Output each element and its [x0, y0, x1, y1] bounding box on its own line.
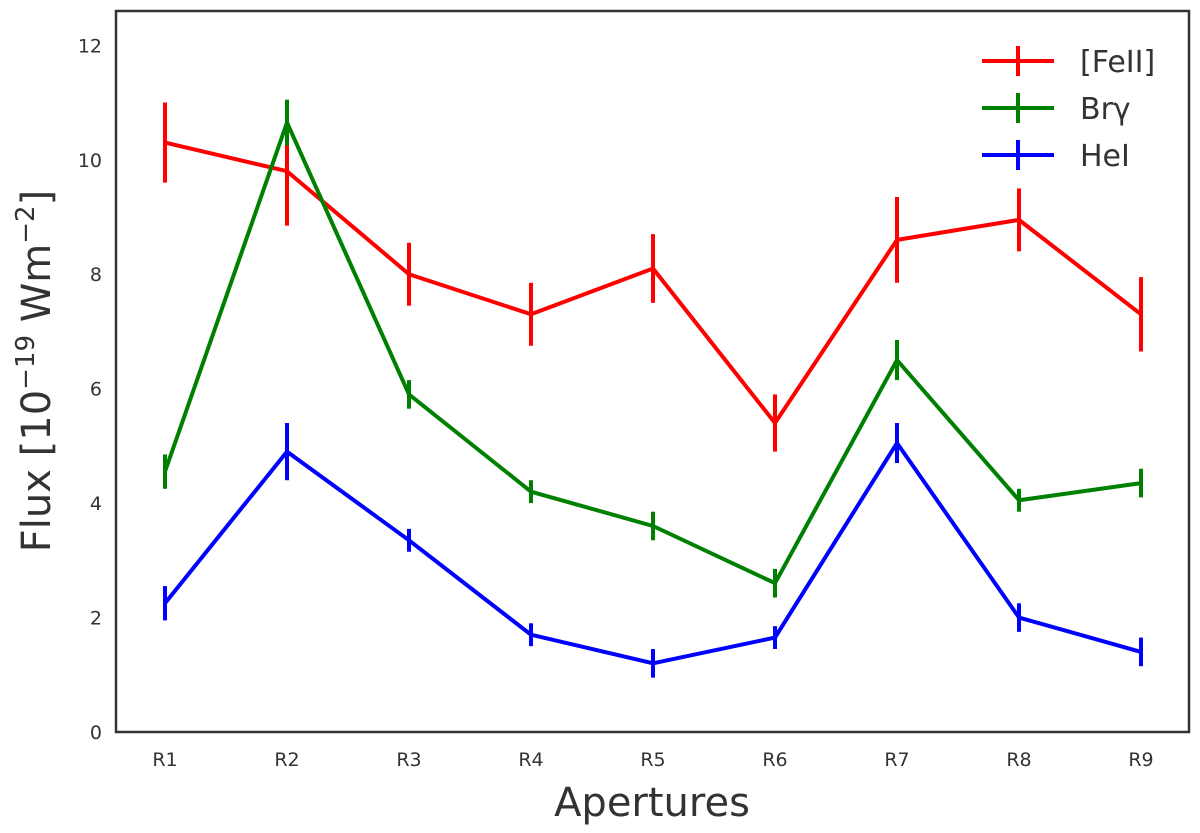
legend-label: Brγ: [1080, 92, 1131, 127]
y-tick-label: 10: [78, 150, 102, 172]
x-tick-label: R3: [396, 749, 421, 771]
y-axis-label: Flux [10−19 Wm−2]: [11, 190, 60, 552]
chart-marks: [163, 99, 1143, 678]
y-label-prefix: Flux [10: [14, 390, 60, 552]
x-tick-label: R9: [1128, 749, 1153, 771]
y-tick-label: 8: [90, 264, 102, 286]
y-label-exp2: −2: [11, 205, 41, 243]
legend: [FeII] Brγ HeI: [982, 45, 1155, 174]
y-tick-label: 6: [90, 379, 102, 401]
plot-frame: [114, 9, 1191, 734]
legend-label: [FeII]: [1080, 45, 1155, 80]
x-tick-label: R1: [152, 749, 177, 771]
x-tick-label: R7: [884, 749, 909, 771]
y-tick-label: 12: [78, 35, 102, 57]
y-tick-label: 2: [90, 608, 102, 630]
legend-label: HeI: [1080, 139, 1130, 174]
y-tick-label: 4: [90, 493, 102, 515]
x-tick-label: R2: [274, 749, 299, 771]
y-tick-label: 0: [90, 722, 102, 744]
y-label-suffix: ]: [14, 190, 60, 206]
x-tick-label: R8: [1006, 749, 1031, 771]
y-label-exp1: −19: [11, 335, 41, 390]
x-tick-label: R4: [518, 749, 543, 771]
tick-labels: 0 2 4 6 8 10 12 R1 R2 R3 R4 R5 R6 R7 R8 R9: [78, 35, 1154, 771]
y-label-middle: Wm: [14, 244, 60, 335]
x-tick-label: R6: [762, 749, 787, 771]
x-tick-label: R5: [640, 749, 665, 771]
series-line-3: [163, 441, 1142, 666]
x-axis-label: Apertures: [554, 780, 750, 826]
